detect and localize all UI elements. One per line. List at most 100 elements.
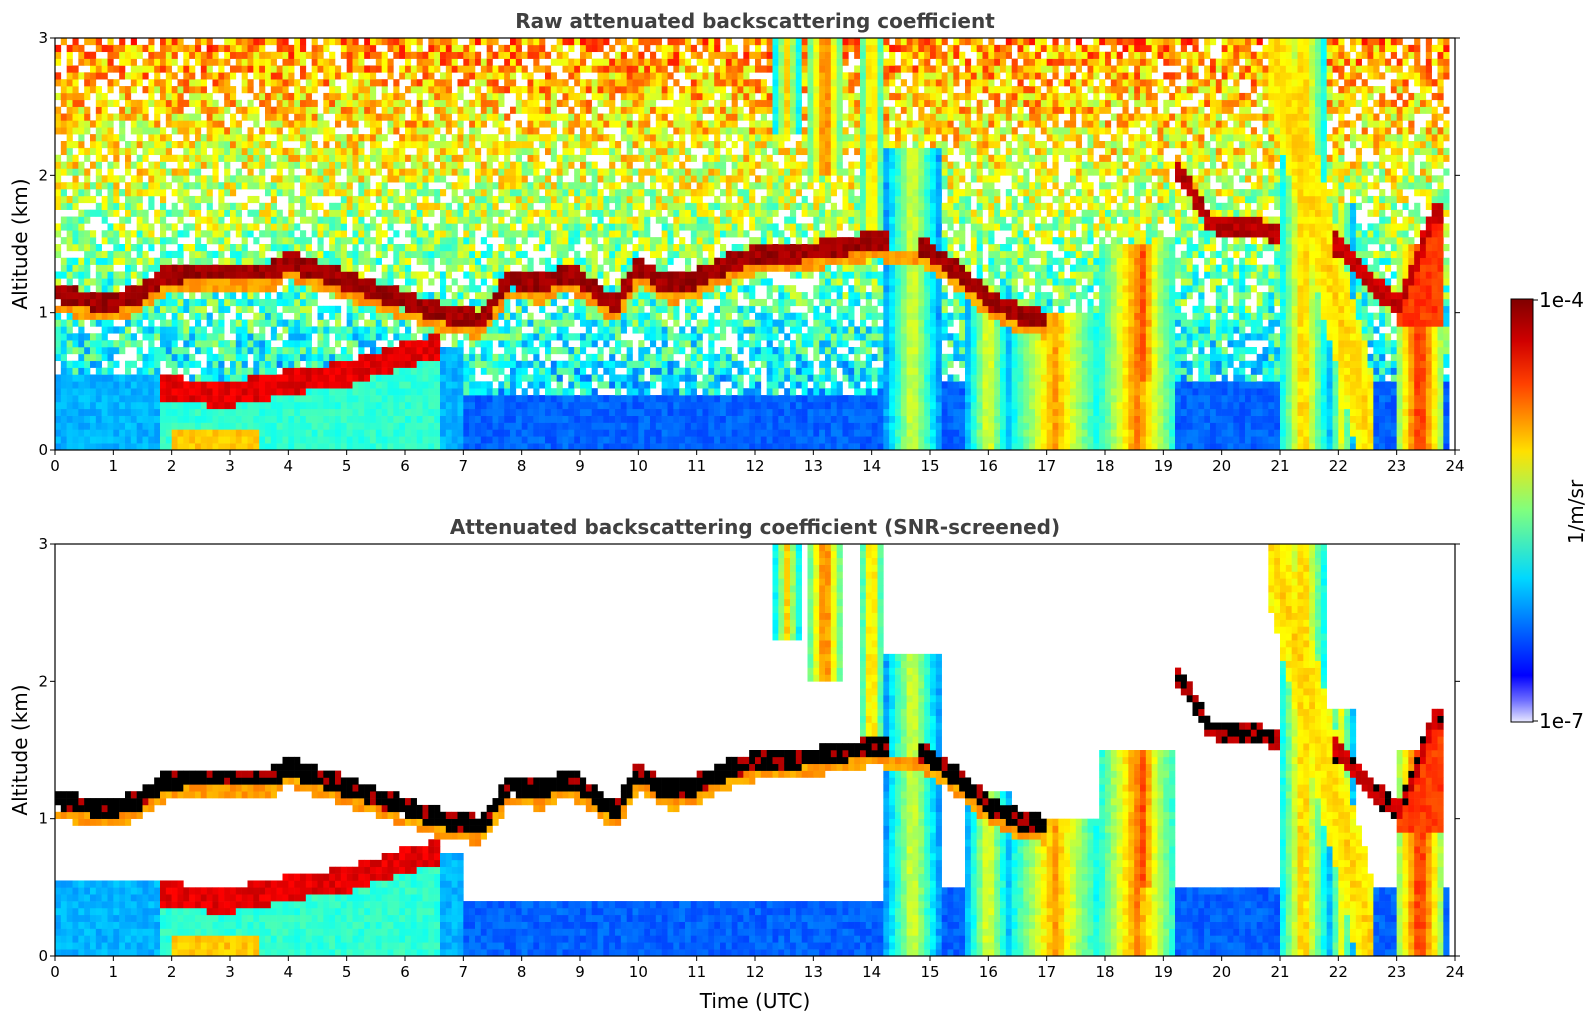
heatmap-cell [107, 58, 114, 66]
heatmap-cell [265, 257, 272, 265]
heatmap-cell [533, 422, 540, 430]
heatmap-cell [475, 86, 482, 94]
heatmap-cell [142, 415, 149, 423]
heatmap-cell [416, 326, 423, 334]
heatmap-cell [591, 195, 598, 204]
heatmap-cell [189, 340, 196, 348]
heatmap-cell [510, 271, 517, 279]
heatmap-cell [311, 99, 318, 107]
heatmap-cell [305, 285, 312, 293]
heatmap-cell [615, 347, 622, 355]
heatmap-cell [195, 223, 202, 231]
heatmap-cell [130, 209, 137, 217]
heatmap-cell [381, 374, 388, 382]
heatmap-cell [399, 422, 406, 430]
heatmap-cell [317, 216, 324, 224]
heatmap-cell [136, 395, 143, 403]
heatmap-cell [480, 202, 487, 210]
heatmap-cell [125, 422, 132, 430]
heatmap-cell [282, 230, 289, 238]
heatmap-cell [125, 443, 132, 450]
heatmap-cell [136, 305, 143, 313]
heatmap-cell [113, 44, 120, 53]
heatmap-cell [463, 230, 470, 238]
heatmap-cell [632, 381, 639, 389]
heatmap-cell [177, 319, 184, 327]
heatmap-cell [78, 278, 85, 286]
heatmap-cell [556, 271, 563, 279]
heatmap-cell [521, 422, 528, 430]
heatmap-cell [451, 319, 458, 327]
heatmap-cell [224, 168, 231, 176]
heatmap-cell [224, 353, 231, 362]
heatmap-cell [550, 79, 557, 87]
heatmap-cell [206, 223, 213, 231]
heatmap-cell [620, 113, 627, 121]
heatmap-cell [381, 436, 388, 444]
heatmap-cell [323, 333, 330, 341]
heatmap-cell [241, 278, 248, 286]
heatmap-cell [78, 244, 85, 252]
heatmap-cell [381, 415, 388, 423]
heatmap-cell [527, 230, 534, 238]
heatmap-cell [405, 326, 412, 334]
heatmap-cell [224, 141, 231, 149]
heatmap-cell [399, 141, 406, 149]
heatmap-cell [510, 285, 517, 293]
heatmap-cell [515, 250, 522, 259]
heatmap-cell [486, 347, 493, 355]
heatmap-cell [550, 113, 557, 121]
heatmap-cell [259, 86, 266, 94]
heatmap-cell [440, 120, 447, 128]
heatmap-cell [340, 161, 347, 169]
heatmap-cell [515, 209, 522, 217]
heatmap-cell [195, 79, 202, 87]
heatmap-cell [521, 305, 528, 313]
heatmap-cell [340, 408, 347, 416]
heatmap-cell [521, 401, 528, 410]
heatmap-cell [381, 113, 388, 121]
heatmap-cell [434, 408, 441, 416]
heatmap-cell [469, 237, 476, 245]
heatmap-cell [486, 271, 493, 279]
heatmap-cell [305, 237, 312, 245]
heatmap-cell [591, 395, 598, 403]
heatmap-cell [183, 223, 190, 231]
heatmap-cell [445, 161, 452, 169]
heatmap-cell [259, 257, 266, 265]
heatmap-cell [165, 99, 172, 107]
heatmap-cell [550, 244, 557, 252]
heatmap-cell [492, 65, 499, 73]
heatmap-cell [200, 381, 207, 389]
heatmap-cell [288, 271, 295, 279]
heatmap-cell [562, 326, 569, 334]
heatmap-cell [113, 395, 120, 403]
heatmap-cell [434, 312, 441, 320]
heatmap-cell [171, 141, 178, 149]
heatmap-cell [469, 353, 476, 362]
heatmap-cell [451, 292, 458, 300]
heatmap-cell [457, 360, 464, 368]
heatmap-cell [568, 92, 575, 101]
heatmap-cell [469, 195, 476, 204]
heatmap-cell [195, 326, 202, 334]
heatmap-cell [469, 250, 476, 259]
heatmap-cell [317, 51, 324, 59]
heatmap-cell [556, 223, 563, 231]
heatmap-cell [591, 264, 598, 272]
heatmap-cell [90, 305, 97, 313]
heatmap-cell [475, 202, 482, 210]
heatmap-cell [597, 230, 604, 238]
heatmap-cell [259, 401, 266, 410]
heatmap-cell [259, 415, 266, 423]
heatmap-cell [177, 127, 184, 135]
heatmap-cell [119, 395, 126, 403]
heatmap-cell [399, 305, 406, 313]
heatmap-cell [247, 326, 254, 334]
heatmap-cell [527, 113, 534, 121]
heatmap-cell [317, 237, 324, 245]
heatmap-cell [253, 388, 260, 396]
heatmap-cell [300, 388, 307, 396]
heatmap-cell [591, 127, 598, 135]
heatmap-cell [282, 134, 289, 142]
